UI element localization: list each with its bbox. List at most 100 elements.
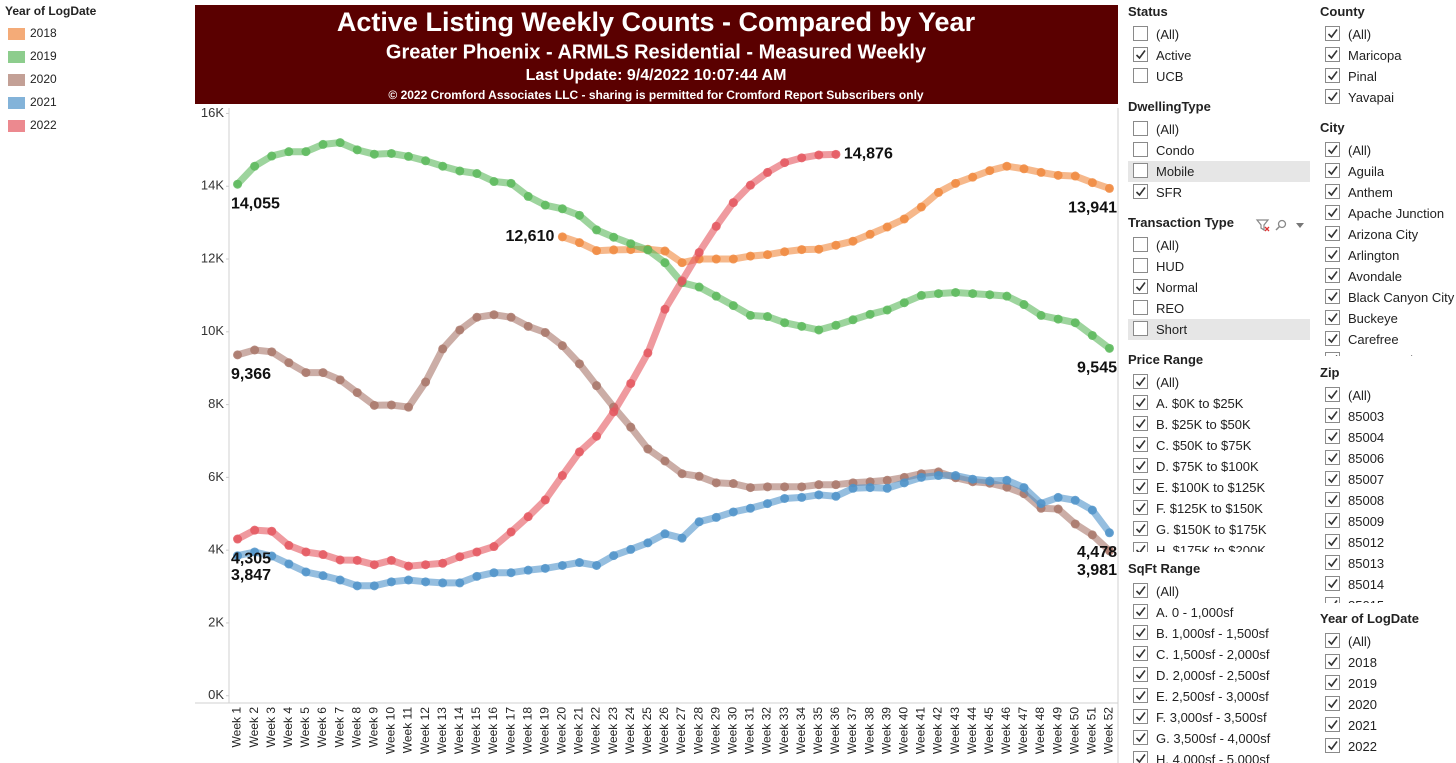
filter-option[interactable]: Condo	[1128, 140, 1310, 161]
checkbox[interactable]	[1133, 646, 1148, 661]
checkbox[interactable]	[1133, 374, 1148, 389]
checkbox[interactable]	[1133, 416, 1148, 431]
filter-option[interactable]: Pinal	[1320, 66, 1456, 87]
filter-option[interactable]: HUD	[1128, 256, 1310, 277]
filter-option[interactable]: Yavapai	[1320, 87, 1456, 108]
filter-option[interactable]: A. $0K to $25K	[1128, 393, 1310, 414]
checkbox[interactable]	[1325, 654, 1340, 669]
checkbox[interactable]	[1325, 738, 1340, 753]
filter-option[interactable]: 2018	[1320, 652, 1456, 673]
filter-option[interactable]: Maricopa	[1320, 45, 1456, 66]
filter-option[interactable]: C. 1,500sf - 2,000sf	[1128, 644, 1310, 665]
filter-option[interactable]: B. $25K to $50K	[1128, 414, 1310, 435]
filter-option[interactable]: 85003	[1320, 406, 1456, 427]
filter-option[interactable]: D. 2,000sf - 2,500sf	[1128, 665, 1310, 686]
filter-option[interactable]: 85013	[1320, 553, 1456, 574]
checkbox[interactable]	[1325, 47, 1340, 62]
filter-option[interactable]: (All)	[1128, 235, 1310, 256]
checkbox[interactable]	[1325, 492, 1340, 507]
checkbox[interactable]	[1133, 583, 1148, 598]
filter-option[interactable]: G. 3,500sf - 4,000sf	[1128, 728, 1310, 749]
checkbox[interactable]	[1133, 688, 1148, 703]
checkbox[interactable]	[1133, 521, 1148, 536]
filter-option[interactable]: 2022	[1320, 736, 1456, 757]
filter-option[interactable]: Mobile	[1128, 161, 1310, 182]
checkbox[interactable]	[1133, 395, 1148, 410]
checkbox[interactable]	[1133, 237, 1148, 252]
filter-option[interactable]: F. $125K to $150K	[1128, 498, 1310, 519]
filter-option[interactable]: Black Canyon City	[1320, 287, 1456, 308]
filter-option[interactable]: 85004	[1320, 427, 1456, 448]
checkbox[interactable]	[1133, 279, 1148, 294]
filter-option[interactable]: 85006	[1320, 448, 1456, 469]
checkbox[interactable]	[1325, 331, 1340, 346]
checkbox[interactable]	[1325, 675, 1340, 690]
filter-option[interactable]: Normal	[1128, 277, 1310, 298]
filter-option[interactable]: H. $175K to $200K	[1128, 540, 1310, 552]
checkbox[interactable]	[1133, 321, 1148, 336]
filter-option[interactable]: E. $100K to $125K	[1128, 477, 1310, 498]
checkbox[interactable]	[1133, 437, 1148, 452]
checkbox[interactable]	[1133, 604, 1148, 619]
checkbox[interactable]	[1325, 633, 1340, 648]
checkbox[interactable]	[1325, 717, 1340, 732]
checkbox[interactable]	[1325, 387, 1340, 402]
filter-option[interactable]: D. $75K to $100K	[1128, 456, 1310, 477]
filter-option[interactable]: Arizona City	[1320, 224, 1456, 245]
checkbox[interactable]	[1133, 625, 1148, 640]
filter-option[interactable]: 2019	[1320, 673, 1456, 694]
filter-option[interactable]: 2021	[1320, 715, 1456, 736]
checkbox[interactable]	[1325, 205, 1340, 220]
checkbox[interactable]	[1325, 576, 1340, 591]
filter-option[interactable]: REO	[1128, 298, 1310, 319]
checkbox[interactable]	[1133, 68, 1148, 83]
checkbox[interactable]	[1133, 458, 1148, 473]
checkbox[interactable]	[1325, 268, 1340, 283]
filter-option[interactable]: (All)	[1320, 140, 1456, 161]
filter-option[interactable]: Aguila	[1320, 161, 1456, 182]
filter-option[interactable]: 85012	[1320, 532, 1456, 553]
filter-option[interactable]: Apache Junction	[1320, 203, 1456, 224]
checkbox[interactable]	[1133, 47, 1148, 62]
checkbox[interactable]	[1133, 500, 1148, 515]
checkbox[interactable]	[1325, 184, 1340, 199]
filter-option[interactable]: Arlington	[1320, 245, 1456, 266]
checkbox[interactable]	[1325, 142, 1340, 157]
filter-option[interactable]: 85015	[1320, 595, 1456, 603]
checkbox[interactable]	[1325, 513, 1340, 528]
checkbox[interactable]	[1325, 429, 1340, 444]
filter-option[interactable]: Short	[1128, 319, 1310, 340]
filter-option[interactable]: C. $50K to $75K	[1128, 435, 1310, 456]
checkbox[interactable]	[1325, 471, 1340, 486]
checkbox[interactable]	[1325, 450, 1340, 465]
filter-option[interactable]: (All)	[1320, 385, 1456, 406]
checkbox[interactable]	[1325, 408, 1340, 423]
checkbox[interactable]	[1133, 300, 1148, 315]
filter-option[interactable]: H. 4,000sf - 5,000sf	[1128, 749, 1310, 763]
filter-option[interactable]: (All)	[1128, 581, 1310, 602]
checkbox[interactable]	[1325, 289, 1340, 304]
checkbox[interactable]	[1325, 352, 1340, 356]
checkbox[interactable]	[1325, 696, 1340, 711]
checkbox[interactable]	[1133, 730, 1148, 745]
checkbox[interactable]	[1133, 751, 1148, 763]
checkbox[interactable]	[1133, 121, 1148, 136]
checkbox[interactable]	[1133, 667, 1148, 682]
filter-option[interactable]: B. 1,000sf - 1,500sf	[1128, 623, 1310, 644]
filter-option[interactable]: Buckeye	[1320, 308, 1456, 329]
checkbox[interactable]	[1133, 479, 1148, 494]
checkbox[interactable]	[1325, 534, 1340, 549]
filter-option[interactable]: Anthem	[1320, 182, 1456, 203]
filter-option[interactable]: SFR	[1128, 182, 1310, 203]
filter-option[interactable]: E. 2,500sf - 3,000sf	[1128, 686, 1310, 707]
filter-option[interactable]: (All)	[1128, 24, 1310, 45]
filter-option[interactable]: 85007	[1320, 469, 1456, 490]
filter-option[interactable]: G. $150K to $175K	[1128, 519, 1310, 540]
filter-option[interactable]: 2020	[1320, 694, 1456, 715]
filter-option[interactable]: Active	[1128, 45, 1310, 66]
checkbox[interactable]	[1133, 709, 1148, 724]
filter-option[interactable]: 85009	[1320, 511, 1456, 532]
checkbox[interactable]	[1325, 26, 1340, 41]
checkbox[interactable]	[1325, 226, 1340, 241]
filter-option[interactable]: (All)	[1128, 119, 1310, 140]
